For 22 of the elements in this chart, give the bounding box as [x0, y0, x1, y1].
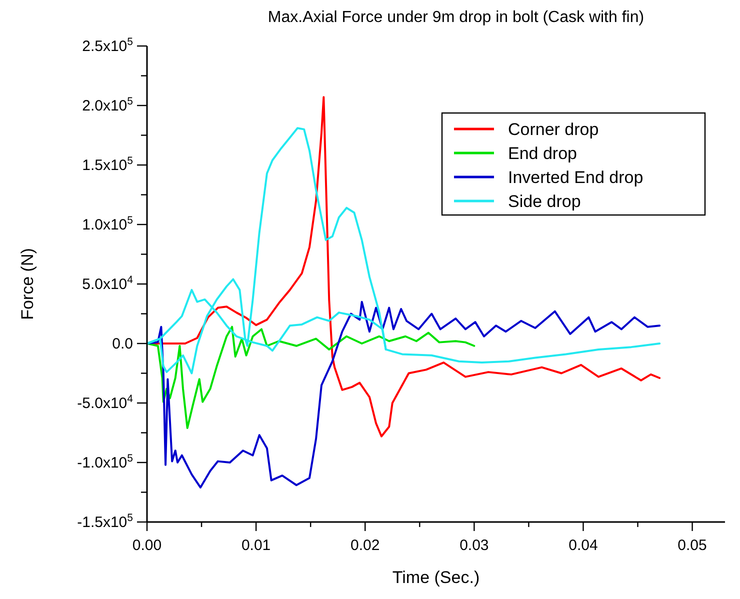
y-tick-label: 2.0x10$^{5}$	[82, 96, 134, 114]
y-tick-label: 2.5x10$^{5}$	[82, 36, 134, 55]
x-tick-label: 0.01	[241, 537, 271, 554]
y-tick-label: -5.0x10$^{4}$	[77, 393, 134, 412]
x-axis-title: Time (Sec.)	[392, 568, 480, 587]
y-tick-label: 1.0x10$^{5}$	[82, 214, 134, 234]
y-tick-label: 1.5x10$^{5}$	[82, 155, 134, 174]
chart-title: Max.Axial Force under 9m drop in bolt (Cask with fin)	[268, 9, 644, 26]
legend-label: Inverted End drop	[508, 168, 644, 187]
legend-label: End drop	[508, 144, 577, 163]
x-tick-label: 0.03	[460, 537, 489, 554]
legend-label: Side drop	[508, 192, 581, 211]
x-tick-label: 0.04	[568, 537, 598, 554]
legend-label: Corner drop	[508, 120, 599, 139]
x-tick-label: 0.02	[350, 537, 380, 554]
y-tick-label: -1.5x10$^{5}$	[77, 512, 134, 531]
x-tick-label: 0.00	[132, 537, 162, 554]
y-tick-label: 5.0x10$^{4}$	[82, 274, 134, 293]
y-tick-label: -1.0x10$^{5}$	[77, 452, 134, 472]
y-axis-title: Force (N)	[18, 248, 37, 320]
y-tick-label: 0.0	[112, 336, 133, 352]
x-tick-label: 0.05	[678, 537, 707, 554]
